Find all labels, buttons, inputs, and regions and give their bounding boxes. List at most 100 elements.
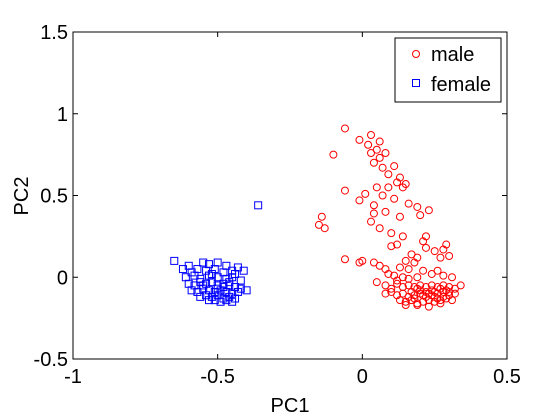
male-circle-point	[445, 287, 454, 296]
male-circle-point	[384, 269, 393, 278]
male-circle-point	[393, 178, 402, 187]
female-square-point	[242, 286, 251, 295]
male-circle-point	[430, 247, 439, 256]
male-circle-point	[398, 232, 407, 241]
female-square-point	[202, 291, 211, 300]
male-circle-point	[404, 265, 413, 274]
female-square-point	[170, 256, 179, 265]
male-circle-point	[424, 302, 433, 311]
female-square-point	[199, 258, 208, 267]
male-circle-point	[387, 242, 396, 251]
male-circle-point	[393, 240, 402, 249]
male-circle-point	[427, 281, 436, 290]
male-circle-point	[416, 211, 425, 220]
male-circle-point	[448, 273, 457, 282]
male-circle-point	[401, 256, 410, 265]
male-circle-point	[424, 289, 433, 298]
male-circle-point	[384, 170, 393, 179]
data-marks	[170, 124, 465, 311]
male-circle-point	[413, 273, 422, 282]
male-circle-point	[369, 158, 378, 167]
male-circle-point	[410, 294, 419, 303]
male-circle-point	[450, 289, 459, 298]
male-circle-point	[390, 162, 399, 171]
male-circle-point	[375, 224, 384, 233]
male-circle-point	[413, 301, 422, 310]
female-square-point	[219, 283, 228, 292]
male-circle-point	[413, 202, 422, 211]
male-circle-point	[419, 291, 428, 300]
female-square-point	[207, 269, 216, 278]
female-square-point	[210, 265, 219, 274]
female-square-point	[178, 265, 187, 274]
male-circle-point	[361, 189, 370, 198]
male-circle-point	[317, 212, 326, 221]
female-square-point	[210, 296, 219, 305]
male-circle-point	[430, 287, 439, 296]
male-circle-point	[401, 297, 410, 306]
male-circle-point	[439, 271, 448, 280]
y-tick-label: -0.5	[34, 349, 68, 371]
male-circle-point	[390, 194, 399, 203]
female-square-point	[187, 286, 196, 295]
male-circle-point	[433, 294, 442, 303]
male-circle-point	[401, 301, 410, 310]
male-circle-point	[372, 183, 381, 192]
series-male	[314, 124, 465, 311]
male-circle-point	[442, 294, 451, 303]
male-circle-point	[369, 209, 378, 218]
male-circle-point	[433, 266, 442, 275]
female-square-point	[196, 292, 205, 301]
male-circle-point	[424, 206, 433, 215]
male-circle-point	[340, 255, 349, 264]
female-square-point	[204, 296, 213, 305]
y-tick-label: 1	[57, 104, 68, 126]
y-tick-label: 1.5	[40, 22, 68, 44]
y-tick-label: 0.5	[40, 186, 68, 208]
y-axis-label: PC2	[11, 177, 33, 216]
male-circle-point	[378, 191, 387, 200]
legend-male-marker	[412, 50, 420, 58]
male-circle-point	[375, 153, 384, 162]
male-circle-point	[355, 135, 364, 144]
legend-box	[394, 37, 502, 103]
female-square-point	[239, 266, 248, 275]
male-circle-point	[355, 196, 364, 205]
x-tick-label: -0.5	[200, 366, 234, 388]
male-circle-point	[445, 252, 454, 260]
male-circle-point	[340, 186, 349, 195]
male-circle-point	[410, 258, 419, 267]
male-circle-point	[456, 281, 465, 290]
male-circle-point	[375, 137, 384, 146]
male-circle-point	[436, 253, 445, 262]
male-circle-point	[378, 163, 387, 172]
male-circle-point	[387, 229, 396, 238]
legend-male-label: male	[431, 44, 474, 66]
female-square-point	[222, 296, 231, 305]
male-circle-point	[320, 224, 329, 233]
x-tick-label: 0	[357, 366, 368, 388]
male-circle-point	[381, 148, 390, 157]
male-circle-point	[398, 183, 407, 192]
male-circle-point	[448, 296, 457, 305]
male-circle-point	[413, 284, 422, 293]
female-square-point	[254, 201, 263, 210]
male-circle-point	[395, 263, 404, 272]
male-circle-point	[340, 124, 349, 133]
male-circle-point	[384, 183, 393, 192]
male-circle-point	[381, 289, 390, 298]
male-circle-point	[369, 201, 378, 210]
female-square-point	[216, 297, 225, 306]
male-circle-point	[387, 284, 396, 293]
female-square-point	[225, 278, 234, 287]
x-axis-label: PC1	[271, 395, 310, 417]
male-circle-point	[367, 131, 376, 139]
legend-female-label: female	[431, 74, 491, 96]
male-circle-point	[395, 296, 404, 305]
male-circle-point	[367, 148, 376, 157]
male-circle-point	[358, 256, 367, 265]
female-square-point	[213, 284, 222, 293]
male-circle-point	[372, 278, 381, 287]
female-square-point	[199, 281, 208, 290]
